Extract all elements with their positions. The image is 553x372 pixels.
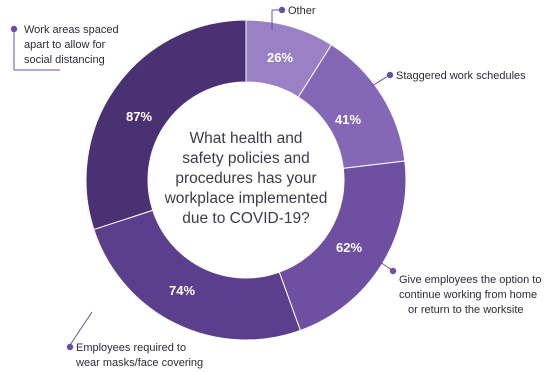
center-question-line-5: due to COVID-19?	[182, 210, 310, 227]
callout-text-spacing-1: Work areas spaced	[24, 24, 119, 36]
callout-text-spacing-3: social distancing	[24, 54, 105, 66]
slice-label-masks: 74%	[169, 283, 195, 298]
callout-spacing: Work areas spaced apart to allow for soc…	[10, 24, 119, 71]
donut-slice-employees-required-to-wear-masks-face-covering	[93, 209, 302, 341]
callout-dot-staggered	[386, 71, 394, 79]
center-question-line-4: workplace implemented	[164, 190, 328, 207]
callout-dot-masks	[66, 343, 74, 351]
callout-text-give-option-3: or return to the worksite	[408, 304, 524, 316]
slice-label-give-option: 62%	[336, 240, 362, 255]
callout-masks: Employees required to wear masks/face co…	[66, 311, 203, 369]
callout-text-staggered: Staggered work schedules	[396, 70, 526, 82]
callout-give-option: Give employees the option to continue wo…	[379, 261, 541, 316]
center-question-line-1: What health and	[190, 130, 303, 147]
callout-dot-spacing	[10, 25, 18, 33]
slice-label-staggered: 41%	[335, 112, 361, 127]
callout-text-masks-1: Employees required to	[76, 342, 186, 354]
callout-dot-other	[278, 6, 286, 14]
donut-slice-work-areas-spaced-apart-to-allow-for-social-distancing	[85, 19, 247, 231]
donut-slices	[85, 19, 407, 341]
slice-value-labels: 26% 41% 62% 74% 87%	[126, 50, 362, 298]
callout-dot-give-option	[389, 267, 397, 275]
callout-text-other: Other	[288, 5, 316, 17]
callout-text-give-option-2: continue working from home	[399, 289, 537, 301]
callout-other: Other	[271, 5, 316, 30]
slice-label-spacing: 87%	[126, 109, 152, 124]
callout-text-give-option-1: Give employees the option to	[399, 274, 541, 286]
callout-staggered: Staggered work schedules	[371, 70, 526, 87]
callouts: Other Staggered work schedules Give empl…	[10, 5, 541, 369]
callout-text-spacing-2: apart to allow for	[24, 39, 106, 51]
slice-label-other: 26%	[267, 50, 293, 65]
center-question-line-3: procedures has your	[175, 170, 316, 187]
donut-slice-give-employees-the-option-to-continue-working-from-home-or-return-to-the-worksite	[278, 160, 407, 332]
callout-text-masks-2: wear masks/face covering	[75, 357, 203, 369]
center-question-line-2: safety policies and	[182, 150, 310, 167]
center-question: What health and safety policies and proc…	[164, 130, 328, 227]
